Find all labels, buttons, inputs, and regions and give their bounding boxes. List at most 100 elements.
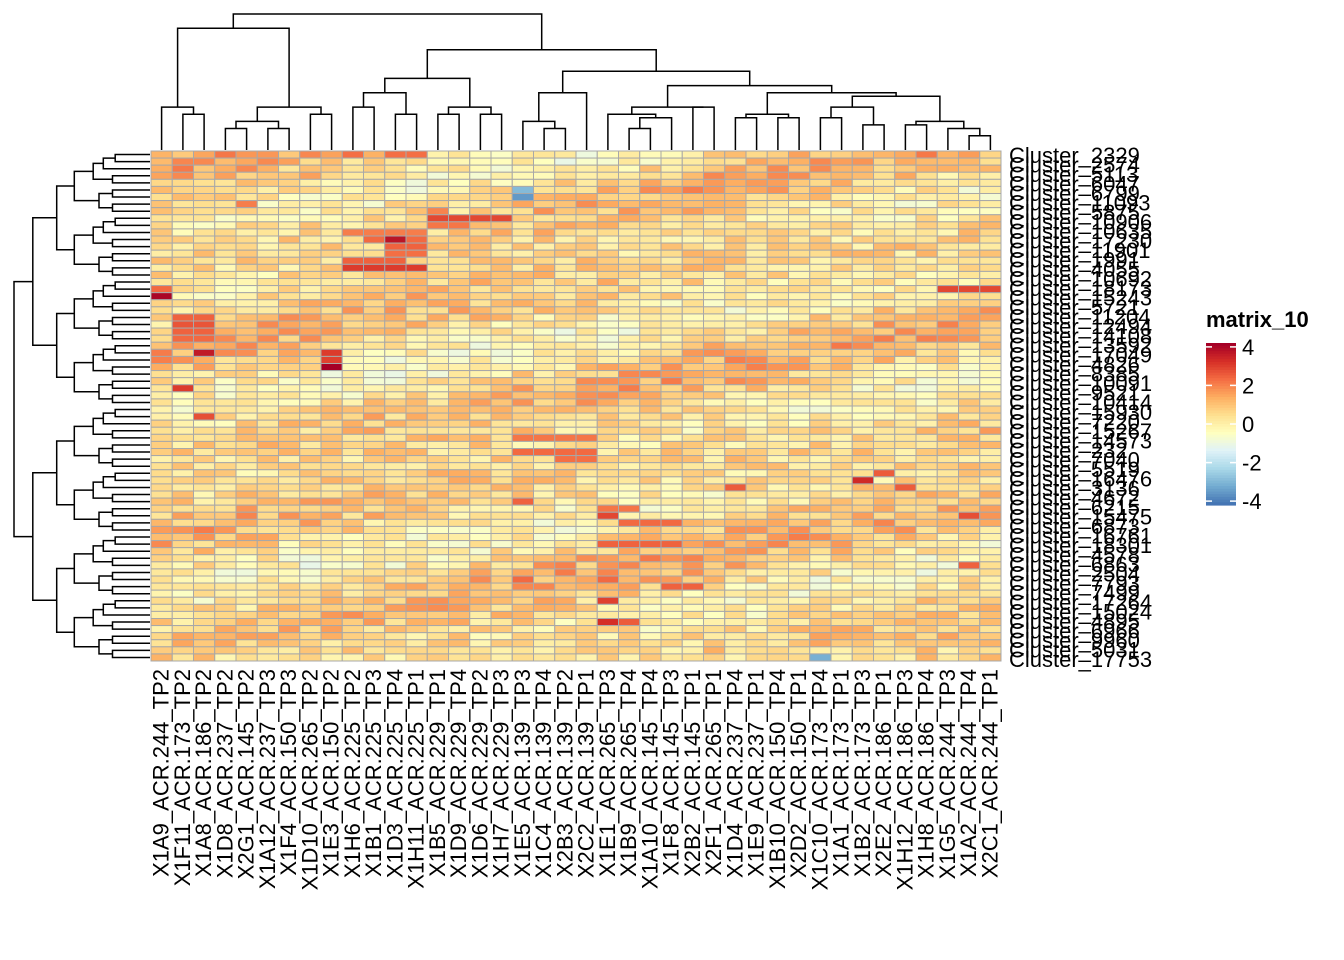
heatmap-cell bbox=[490, 306, 513, 315]
heatmap-cell bbox=[660, 355, 683, 365]
heatmap-cell bbox=[533, 171, 556, 180]
heatmap-cell bbox=[618, 618, 641, 627]
heatmap-cell bbox=[681, 207, 704, 216]
heatmap-cell bbox=[469, 214, 492, 223]
heatmap-cell bbox=[469, 504, 492, 513]
heatmap-cell bbox=[681, 327, 704, 336]
heatmap-cell bbox=[554, 547, 577, 556]
heatmap-cell bbox=[150, 610, 173, 619]
heatmap-cell bbox=[171, 235, 194, 244]
heatmap-cell bbox=[703, 440, 726, 450]
heatmap-cell bbox=[256, 554, 279, 563]
heatmap-cell bbox=[405, 193, 428, 202]
heatmap-cell bbox=[214, 596, 237, 605]
heatmap-cell bbox=[235, 561, 258, 570]
heatmap-cell bbox=[299, 632, 322, 641]
heatmap-cell bbox=[341, 405, 364, 414]
heatmap-cell bbox=[363, 518, 386, 527]
heatmap-cell bbox=[554, 313, 577, 322]
heatmap-cell bbox=[299, 497, 322, 506]
heatmap-cell bbox=[681, 440, 704, 450]
heatmap-cell bbox=[703, 157, 726, 166]
heatmap-cell bbox=[469, 469, 492, 478]
heatmap-cell bbox=[320, 412, 343, 421]
heatmap-cell bbox=[426, 462, 449, 471]
heatmap-cell bbox=[533, 207, 556, 216]
heatmap-cell bbox=[660, 518, 683, 527]
heatmap-cell bbox=[150, 193, 173, 202]
heatmap-cell bbox=[766, 568, 789, 577]
heatmap-cell bbox=[214, 476, 237, 485]
heatmap-cell bbox=[958, 306, 981, 315]
heatmap-cell bbox=[596, 370, 619, 379]
heatmap-cell bbox=[979, 306, 1002, 315]
heatmap-cell bbox=[554, 610, 577, 619]
row-label: Cluster_5875 bbox=[1009, 200, 1140, 225]
heatmap-cell bbox=[320, 533, 343, 542]
heatmap-cell bbox=[299, 596, 322, 605]
heatmap-cell bbox=[278, 540, 301, 549]
legend-swatch bbox=[1206, 343, 1236, 347]
heatmap-cell bbox=[384, 384, 407, 393]
heatmap-cell bbox=[235, 639, 258, 648]
color-legend: matrix_10 420-2-4 bbox=[1206, 307, 1309, 514]
heatmap-cell bbox=[299, 306, 322, 315]
heatmap-cell bbox=[426, 221, 449, 230]
heatmap-cell bbox=[384, 582, 407, 591]
heatmap-cell bbox=[533, 589, 556, 598]
heatmap-cell bbox=[511, 334, 534, 343]
heatmap-cell bbox=[490, 412, 513, 421]
heatmap-cell bbox=[193, 639, 216, 648]
heatmap-cell bbox=[448, 589, 471, 598]
row-label: Cluster_17230 bbox=[1009, 229, 1152, 254]
heatmap-cell bbox=[724, 433, 747, 442]
heatmap-cell bbox=[426, 278, 449, 287]
heatmap-cell bbox=[809, 263, 832, 272]
row-label: Cluster_11093 bbox=[1009, 191, 1150, 216]
heatmap-cell bbox=[363, 207, 386, 216]
dendrogram-branch bbox=[111, 252, 150, 262]
heatmap-cell bbox=[533, 405, 556, 414]
heatmap-cell bbox=[150, 327, 173, 336]
heatmap-cell bbox=[851, 391, 874, 400]
heatmap-cell bbox=[511, 632, 534, 641]
heatmap-cell bbox=[341, 150, 364, 159]
heatmap-cell bbox=[830, 214, 853, 223]
heatmap-cell bbox=[363, 242, 386, 251]
column-labels: X1A9_ACR.244_TP2X1F11_ACR.173_TP2X1A8_AC… bbox=[149, 669, 1003, 890]
dendrogram-branch bbox=[235, 120, 280, 129]
heatmap-cell bbox=[936, 554, 959, 563]
dendrogram-branch bbox=[182, 113, 205, 150]
heatmap-cell bbox=[490, 164, 513, 173]
heatmap-cell bbox=[681, 625, 704, 634]
heatmap-cell bbox=[830, 249, 853, 258]
heatmap-cell bbox=[936, 235, 959, 244]
heatmap-cell bbox=[788, 278, 811, 287]
heatmap-cell bbox=[384, 150, 407, 159]
heatmap-cell bbox=[278, 221, 301, 230]
heatmap-cell bbox=[915, 292, 938, 301]
column-label: X1B9_ACR.265_TP4 bbox=[616, 669, 641, 877]
heatmap-cell bbox=[256, 391, 279, 400]
heatmap-cell bbox=[724, 455, 747, 464]
heatmap-cell bbox=[639, 533, 662, 542]
dendrogram-branch bbox=[102, 603, 150, 616]
heatmap-cell bbox=[256, 533, 279, 542]
heatmap-cell bbox=[703, 646, 726, 655]
heatmap-cell bbox=[363, 157, 386, 166]
heatmap-cell bbox=[851, 178, 874, 187]
heatmap-cell bbox=[766, 433, 789, 442]
heatmap-cell bbox=[958, 490, 981, 499]
heatmap-cell bbox=[724, 384, 747, 393]
heatmap-cell bbox=[830, 200, 853, 209]
heatmap-cell bbox=[554, 603, 577, 612]
heatmap-cell bbox=[830, 455, 853, 464]
heatmap-cell bbox=[256, 185, 279, 194]
heatmap-cell bbox=[278, 370, 301, 379]
heatmap-cell bbox=[193, 547, 216, 556]
heatmap-cell bbox=[448, 157, 471, 166]
heatmap-cell bbox=[936, 278, 959, 287]
heatmap-cell bbox=[575, 483, 598, 492]
heatmap-cell bbox=[533, 511, 556, 520]
heatmap-cell bbox=[660, 285, 683, 294]
